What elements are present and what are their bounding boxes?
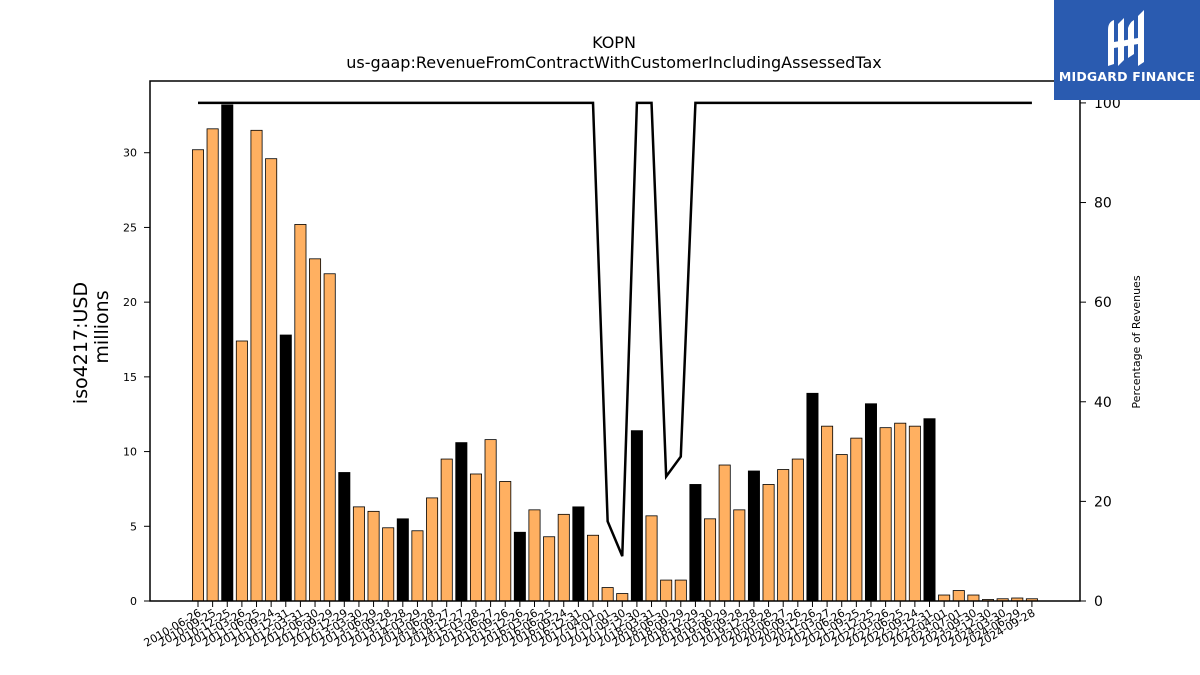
y2-tick-label: 20: [1094, 494, 1112, 510]
bar-2011-03-26: [235, 340, 248, 602]
bar-2023-07-01: [952, 590, 965, 602]
bar-2022-09-24: [908, 425, 921, 602]
bar-2010-09-25: [206, 128, 219, 602]
bar-2018-06-30: [660, 579, 673, 602]
bar-2014-06-28: [426, 497, 439, 602]
bar-2013-12-28: [396, 518, 409, 602]
bar-2011-09-24: [265, 158, 278, 602]
bar-2023-04-01: [938, 594, 951, 602]
bar-2017-12-30: [630, 430, 643, 602]
bar-2012-12-29: [338, 472, 351, 602]
bar-2019-03-30: [704, 518, 717, 602]
bar-2016-12-31: [572, 506, 585, 602]
bar-2020-03-28: [762, 484, 775, 602]
bar-2015-09-26: [499, 481, 512, 602]
bar-2020-12-26: [806, 392, 819, 602]
y-tick-label: 5: [130, 520, 137, 533]
bar-2014-03-29: [411, 530, 424, 602]
y-tick-label: 25: [123, 221, 137, 234]
bar-2017-07-01: [601, 587, 614, 602]
bar-2011-06-25: [250, 129, 263, 602]
bar-2015-12-26: [513, 531, 526, 602]
bar-2020-06-27: [777, 469, 790, 602]
bar-2016-06-25: [543, 536, 556, 602]
bar-2013-06-29: [367, 510, 380, 602]
chart-subtitle: us-gaap:RevenueFromContractWithCustomerI…: [346, 53, 881, 72]
midgard-finance-logo: MIDGARD FINANCE: [1054, 0, 1200, 100]
bar-2022-03-26: [879, 427, 892, 602]
y-tick-label: 10: [123, 446, 137, 459]
percentage-line: [198, 101, 1032, 557]
bar-2021-09-25: [850, 437, 863, 602]
y-axis-unit-label: millions: [91, 290, 113, 363]
bar-2014-09-27: [440, 458, 453, 602]
y-axis-label: iso4217:USD: [70, 282, 92, 404]
bar-2022-06-25: [894, 422, 907, 602]
bar-2011-12-31: [279, 334, 292, 602]
bar-2015-03-28: [469, 473, 482, 602]
bar-2014-12-27: [455, 442, 468, 602]
bar-2021-06-26: [835, 454, 848, 602]
y2-tick-label: 80: [1094, 196, 1112, 212]
bar-2017-04-01: [587, 534, 600, 602]
x-axis: 2010-06-262010-09-252010-12-252011-03-26…: [142, 601, 1037, 650]
secondary-y-axis-label: Percentage of Revenues: [1130, 275, 1143, 408]
bar-2021-03-27: [821, 425, 834, 602]
bar-2018-12-29: [689, 484, 702, 602]
midgard-logo-icon: [1108, 10, 1144, 66]
bar-2012-06-30: [309, 258, 322, 602]
bar-2019-06-29: [718, 464, 731, 602]
chart-title: KOPN: [592, 33, 636, 52]
y2-tick-label: 0: [1094, 594, 1103, 610]
bar-2010-06-26: [191, 149, 204, 602]
bar-2010-12-25: [221, 104, 234, 602]
bar-2019-12-28: [747, 470, 760, 602]
bar-2022-12-31: [923, 418, 936, 602]
bars-group: [191, 104, 1038, 602]
bar-2021-12-25: [864, 403, 877, 602]
bar-2020-09-26: [791, 458, 804, 602]
bar-2015-06-27: [484, 439, 497, 602]
y-tick-label: 20: [123, 296, 137, 309]
plot-frame: [149, 80, 1081, 602]
bar-2012-03-31: [294, 224, 307, 602]
bar-2018-09-29: [674, 579, 687, 602]
y2-tick-label: 60: [1094, 295, 1112, 311]
y-tick-label: 30: [123, 147, 137, 160]
bar-2016-09-24: [557, 513, 570, 602]
logo-text: MIDGARD FINANCE: [1058, 69, 1196, 84]
y-tick-label: 15: [123, 371, 137, 384]
bar-2016-03-26: [528, 509, 541, 602]
bar-2023-09-30: [967, 594, 980, 602]
bar-2017-09-30: [616, 593, 629, 602]
bar-2019-09-28: [733, 509, 746, 602]
bar-2013-09-28: [382, 527, 395, 602]
y2-tick-label: 40: [1094, 395, 1112, 411]
bar-2018-03-31: [645, 515, 658, 602]
bar-2013-03-30: [352, 506, 365, 602]
y-tick-label: 0: [130, 595, 137, 608]
bar-2012-09-29: [323, 273, 336, 602]
y-axis: 0 5 10 15 20 25 30: [123, 147, 150, 608]
